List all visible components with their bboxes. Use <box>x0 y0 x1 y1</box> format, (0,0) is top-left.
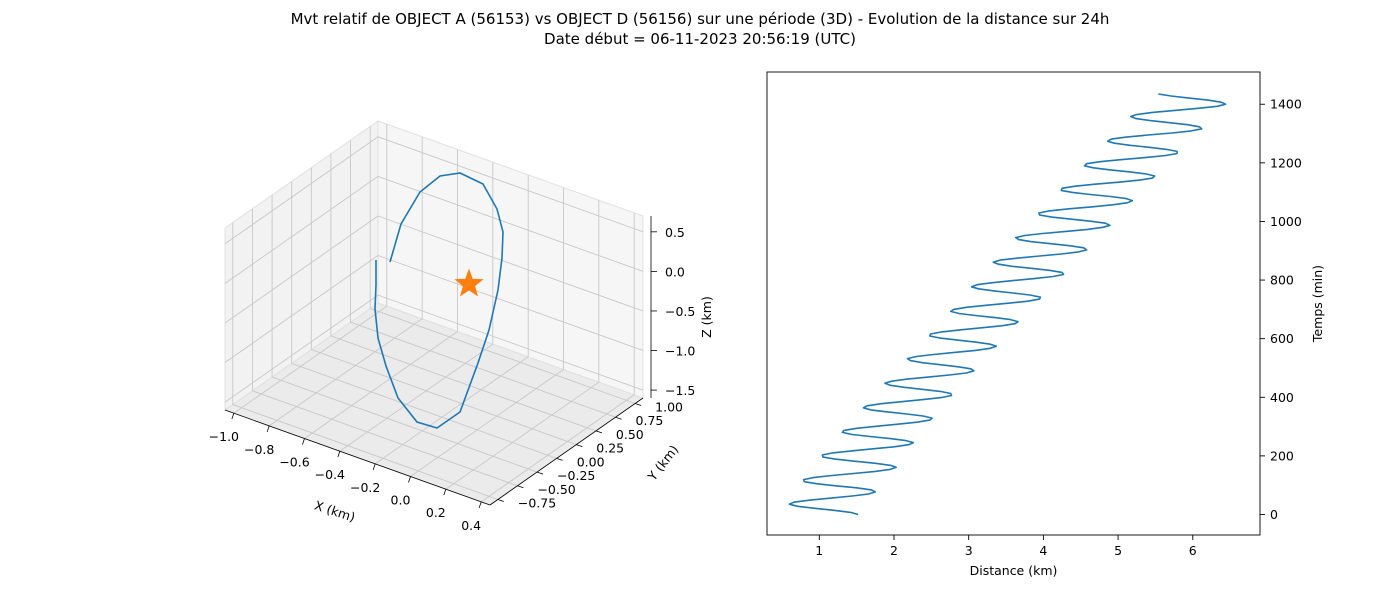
chart-title-line-1: Mvt relatif de OBJECT A (56153) vs OBJEC… <box>290 10 1110 28</box>
y-tick-label: −0.50 <box>537 482 575 497</box>
x-tick-label: −1.0 <box>209 429 239 444</box>
y-tick-label: 400 <box>1270 390 1294 405</box>
x-tick-label: −0.2 <box>350 480 380 495</box>
gridline-y <box>369 126 636 404</box>
z-tick-label: −1.0 <box>665 344 695 359</box>
gridline-z <box>224 215 644 324</box>
x-tick <box>478 501 482 508</box>
x-tick <box>337 451 341 458</box>
y-tick <box>595 430 603 434</box>
pane-back <box>377 120 644 399</box>
gridline-z <box>224 175 644 284</box>
y-axis-line <box>489 397 644 506</box>
gridline-x <box>304 149 458 439</box>
series-line-distance <box>788 93 1227 516</box>
y-tick-label: 0 <box>1270 507 1278 522</box>
gridline-x <box>410 187 564 477</box>
y-tick <box>556 457 563 461</box>
z-tick-label: −1.5 <box>665 383 695 398</box>
y-tick <box>536 471 544 475</box>
y-tick-label: −0.25 <box>557 468 595 483</box>
y-tick-label: 600 <box>1270 331 1294 346</box>
chart-3d-trajectory: −1.0−0.8−0.6−0.4−0.20.00.20.4−0.75−0.50−… <box>209 120 714 533</box>
y-tick-label: 0.75 <box>636 413 664 428</box>
x-tick-label: 5 <box>1114 543 1122 558</box>
y-tick <box>615 416 622 420</box>
gridline-y <box>271 195 538 473</box>
gridline-z <box>224 254 644 363</box>
gridline-y <box>310 167 577 446</box>
x-tick-label: 0.2 <box>426 505 446 520</box>
z-tick-label: 0.5 <box>665 225 685 240</box>
x-tick-label: −0.6 <box>279 455 309 470</box>
z-axis-label: Z (km) <box>699 296 714 338</box>
y-tick-label: 1.00 <box>655 399 683 414</box>
x-tick-label: 4 <box>1039 543 1047 558</box>
origin-star-marker <box>454 268 484 297</box>
y-tick-label: 1000 <box>1270 214 1302 229</box>
gridline-y <box>252 208 518 487</box>
gridline-x <box>374 174 529 465</box>
y-tick-label: 1400 <box>1270 97 1302 112</box>
y-tick <box>576 444 583 448</box>
gridline-x <box>339 162 494 452</box>
y-tick-label: 1200 <box>1270 155 1302 170</box>
gridline-y <box>330 153 597 432</box>
chart-title-line-2: Date début = 06-11-2023 20:56:19 (UTC) <box>544 30 856 48</box>
y-tick-label: 0.25 <box>596 441 624 456</box>
x-tick <box>408 476 411 483</box>
x-tick <box>443 489 447 496</box>
x-tick <box>231 413 235 420</box>
y-tick-label: 0.50 <box>616 427 644 442</box>
x-axis-label: Distance (km) <box>970 563 1058 578</box>
x-tick <box>302 438 305 445</box>
x-tick <box>266 425 270 432</box>
x-tick-label: 2 <box>890 543 898 558</box>
gridline-x <box>480 212 635 503</box>
x-tick-label: 1 <box>815 543 823 558</box>
y-axis-label: Temps (min) <box>1310 265 1325 343</box>
y-tick <box>497 499 504 502</box>
x-tick <box>372 463 376 470</box>
y-tick <box>517 485 524 489</box>
y-tick <box>635 403 642 406</box>
series-line-trajectory <box>374 172 504 429</box>
gridline-x <box>268 136 423 427</box>
z-tick-label: 0.0 <box>665 264 685 279</box>
y-tick-label: 800 <box>1270 273 1294 288</box>
y-tick-label: 200 <box>1270 448 1294 463</box>
x-tick-label: −0.4 <box>315 467 345 482</box>
gridline-z <box>224 294 644 403</box>
gridline-z <box>224 136 644 245</box>
x-tick-label: 0.4 <box>461 518 481 533</box>
gridline-y <box>291 181 557 459</box>
gridline-x <box>445 200 600 490</box>
z-tick-label: −0.5 <box>665 304 695 319</box>
x-tick-label: −0.8 <box>244 442 274 457</box>
gridline-y <box>350 140 616 418</box>
plot-frame <box>766 71 1261 536</box>
y-tick-label: −0.75 <box>518 496 556 511</box>
gridline-y <box>232 222 498 500</box>
x-tick-label: 0.0 <box>391 493 411 508</box>
x-tick-label: 6 <box>1189 543 1197 558</box>
y-tick-label: 0.00 <box>577 454 605 469</box>
x-tick-label: 3 <box>965 543 973 558</box>
gridline-x <box>233 124 388 414</box>
